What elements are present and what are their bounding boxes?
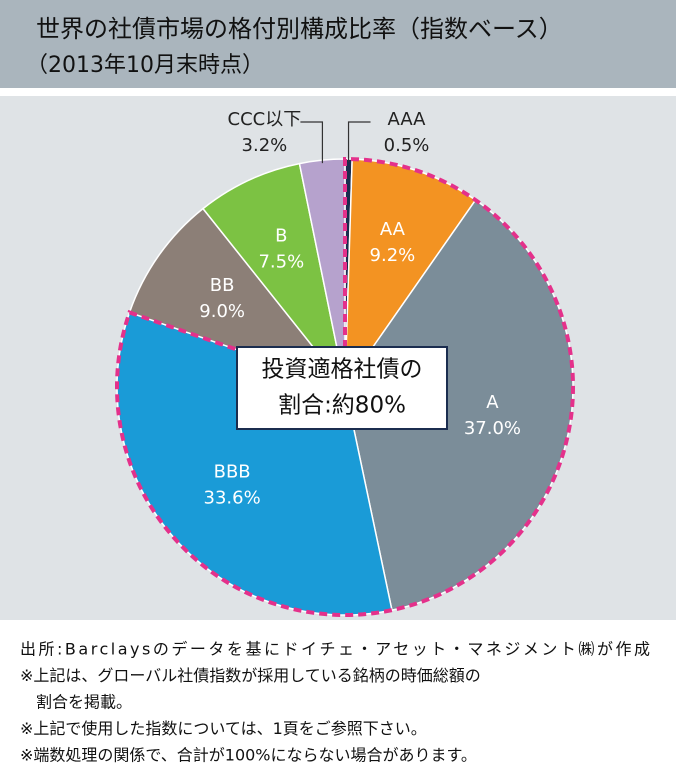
chart-title: 世界の社債市場の格付別構成比率（指数ベース）	[36, 15, 563, 43]
slice-label: CCC以下	[228, 109, 302, 130]
annotation-box	[236, 346, 448, 430]
slice-value-label: 9.0%	[199, 301, 245, 322]
pie-slice	[128, 207, 348, 389]
investment-grade-outline	[115, 156, 575, 617]
leader-line	[347, 121, 371, 163]
slice-label: BBB	[214, 462, 251, 483]
footnote: ※上記は、グローバル社債指数が採用している銘柄の時価総額の	[20, 666, 481, 685]
footnote: 割合を掲載。	[20, 693, 132, 712]
slice-value-label: 7.5%	[258, 252, 304, 273]
slice-value-label: 9.2%	[370, 245, 416, 266]
slice-label: B	[275, 226, 287, 247]
slice-label: A	[486, 392, 499, 413]
slice-value-label: 0.5%	[384, 135, 430, 156]
slice-label: AAA	[388, 109, 427, 130]
pie-slice	[201, 162, 346, 388]
slice-value-label: 37.0%	[464, 418, 521, 439]
slice-label: AA	[380, 219, 406, 240]
slice-value-label: 33.6%	[204, 488, 261, 509]
annotation-text: 割合:約80%	[278, 393, 406, 419]
slice-value-label: 3.2%	[242, 135, 288, 156]
chart-subtitle: （2013年10月末時点）	[26, 53, 264, 78]
slice-label: BB	[210, 275, 235, 296]
footnote: ※端数処理の関係で、合計が100%にならない場合があります。	[20, 746, 477, 765]
annotation-text: 投資適格社債の	[262, 357, 423, 383]
footnote: ※上記で使用した指数については、1頁をご参照下さい。	[20, 719, 427, 738]
leader-line	[300, 121, 324, 164]
header-band	[0, 0, 676, 88]
footnote: 出所:Barclaysのデータを基にドイチェ・アセット・マネジメント㈱が作成	[20, 640, 650, 659]
